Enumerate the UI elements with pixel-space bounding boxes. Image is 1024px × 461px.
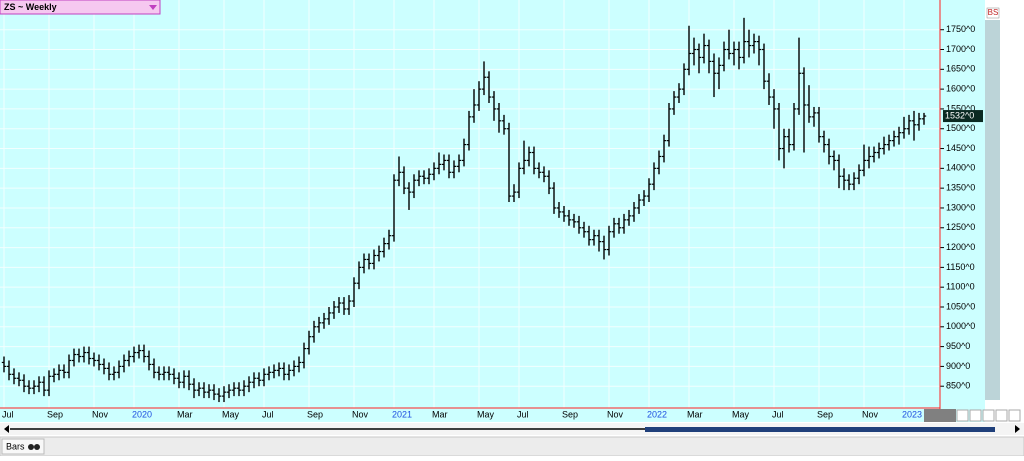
y-tick-label: 1400^0 (946, 163, 975, 173)
x-tick-label: Mar (432, 409, 448, 419)
y-tick-label: 1650^0 (946, 64, 975, 74)
y-tick-label: 1200^0 (946, 242, 975, 252)
x-tick-label: Sep (817, 409, 833, 419)
x-tick-label: Mar (177, 409, 193, 419)
y-tick-label: 1250^0 (946, 222, 975, 232)
nav-button[interactable] (1008, 409, 1021, 422)
scroll-thumb[interactable] (645, 427, 995, 432)
y-tick-label: 950^0 (946, 341, 970, 351)
tab[interactable] (1, 438, 45, 455)
scroll-right[interactable] (1015, 425, 1020, 433)
bs-label: BS (988, 8, 999, 17)
tab-icon (34, 444, 40, 450)
x-tick-label: Jul (262, 409, 274, 419)
bars (1, 17, 927, 403)
y-tick-label: 900^0 (946, 361, 970, 371)
y-tick-label: 1100^0 (946, 282, 975, 292)
x-tick-label: Sep (562, 409, 578, 419)
y-tick-label: 1500^0 (946, 123, 975, 133)
x-tick-label: May (222, 409, 240, 419)
x-tick-label: Nov (607, 409, 624, 419)
x-tick-label: 2022 (647, 409, 667, 419)
x-tick-label: Nov (352, 409, 369, 419)
x-tick-label: Sep (47, 409, 63, 419)
x-tick-label: 2021 (392, 409, 412, 419)
x-tick-label: Jul (772, 409, 784, 419)
y-tick-label: 1450^0 (946, 143, 975, 153)
x-tick-label: Nov (92, 409, 109, 419)
bs-button[interactable] (986, 7, 1000, 19)
x-tick-label: 2023 (902, 409, 922, 419)
dropdown-arrow[interactable] (149, 5, 157, 10)
last-price-box (943, 110, 983, 123)
scroll-left[interactable] (4, 425, 9, 433)
x-tick-label: Mar (687, 409, 703, 419)
x-tick-label: May (732, 409, 750, 419)
plot-background (0, 0, 985, 422)
x-tick-label: Sep (307, 409, 323, 419)
nav-button[interactable] (969, 409, 982, 422)
side-strip (985, 20, 1000, 400)
corner-box (924, 409, 956, 422)
tab-label: Bars (6, 441, 25, 451)
x-tick-label: May (477, 409, 495, 419)
last-price-label: 1532^0 (945, 110, 974, 120)
x-tick-label: Jul (2, 409, 14, 419)
nav-button[interactable] (995, 409, 1008, 422)
y-tick-label: 850^0 (946, 381, 970, 391)
y-tick-label: 1150^0 (946, 262, 975, 272)
nav-button[interactable] (956, 409, 969, 422)
y-tick-label: 1300^0 (946, 202, 975, 212)
chart-title: ZS ~ Weekly (4, 2, 57, 12)
y-tick-label: 1750^0 (946, 24, 975, 34)
tab-icon (28, 444, 34, 450)
y-tick-label: 1350^0 (946, 183, 975, 193)
x-tick-label: 2020 (132, 409, 152, 419)
y-tick-label: 1600^0 (946, 84, 975, 94)
y-tick-label: 1700^0 (946, 44, 975, 54)
x-tick-label: Jul (517, 409, 529, 419)
axes: 850^0 900^0 950^0 1000^0 1050^0 1100^0 1150^0 1… (0, 0, 983, 422)
scrollbar (0, 423, 1024, 435)
x-tick-label: Nov (862, 409, 879, 419)
y-tick-label: 1000^0 (946, 321, 975, 331)
nav-button[interactable] (982, 409, 995, 422)
nav-buttons (956, 409, 1021, 422)
tab-bar (0, 436, 1024, 457)
y-tick-label: 1550^0 (946, 103, 975, 113)
symbol-box[interactable] (0, 0, 161, 15)
y-tick-label: 1050^0 (946, 301, 975, 311)
